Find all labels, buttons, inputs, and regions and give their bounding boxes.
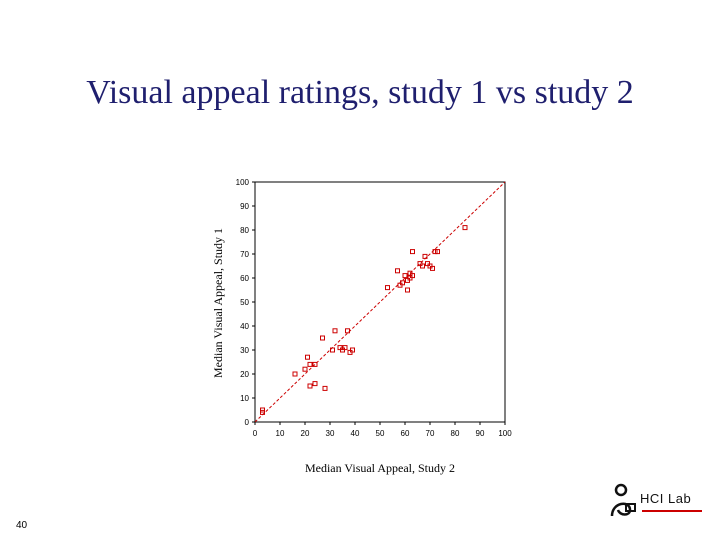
y-tick-label: 20 bbox=[240, 370, 249, 379]
diagonal-reference-line-layer bbox=[254, 181, 506, 423]
x-tick-label: 60 bbox=[401, 429, 410, 438]
data-point bbox=[400, 280, 405, 286]
x-tick-label: 10 bbox=[276, 429, 285, 438]
lab-person-icon bbox=[610, 483, 636, 517]
data-point bbox=[312, 381, 318, 387]
data-point bbox=[312, 361, 318, 367]
data-point bbox=[320, 335, 325, 341]
data-point bbox=[350, 347, 355, 353]
x-tick-labels: 0 10 20 30 40 50 60 70 80 90 100 bbox=[253, 422, 512, 438]
x-tick-label: 50 bbox=[376, 429, 385, 438]
slide-title: Visual appeal ratings, study 1 vs study … bbox=[86, 74, 634, 111]
data-point bbox=[422, 253, 428, 259]
data-point bbox=[405, 287, 410, 293]
diagonal-reference-line bbox=[254, 181, 506, 423]
y-tick-label: 70 bbox=[240, 250, 249, 259]
data-point bbox=[345, 328, 350, 334]
scatter-chart: 0 10 20 30 40 50 60 70 80 90 100 0 10 20 30 40 50 60 70 80… bbox=[211, 178, 512, 475]
x-tick-label: 30 bbox=[326, 429, 335, 438]
data-point bbox=[435, 249, 440, 255]
x-tick-label: 80 bbox=[451, 429, 460, 438]
x-tick-label: 20 bbox=[301, 429, 310, 438]
y-tick-label: 30 bbox=[240, 346, 249, 355]
logo-text: HCI Lab bbox=[640, 491, 692, 506]
x-tick-label: 0 bbox=[253, 429, 258, 438]
x-tick-label: 100 bbox=[498, 429, 512, 438]
y-tick-labels: 0 10 20 30 40 50 60 70 80 90 100 bbox=[236, 178, 255, 427]
data-point bbox=[330, 347, 335, 353]
data-point bbox=[395, 268, 400, 274]
y-tick-label: 90 bbox=[240, 202, 249, 211]
data-point bbox=[410, 273, 415, 279]
y-tick-label: 0 bbox=[245, 418, 250, 427]
data-point bbox=[402, 273, 408, 279]
data-point bbox=[302, 366, 308, 372]
x-tick-label: 40 bbox=[351, 429, 360, 438]
data-point bbox=[385, 285, 390, 291]
y-tick-label: 80 bbox=[240, 226, 249, 235]
y-tick-label: 10 bbox=[240, 394, 249, 403]
y-axis-label: Median Visual Appeal, Study 1 bbox=[211, 228, 225, 378]
slide-number: 40 bbox=[16, 520, 28, 531]
data-point bbox=[260, 407, 265, 413]
data-points-layer bbox=[260, 225, 468, 415]
data-point bbox=[420, 263, 425, 269]
data-point bbox=[342, 345, 348, 351]
data-point bbox=[410, 249, 415, 255]
data-point bbox=[462, 225, 468, 231]
x-tick-label: 70 bbox=[426, 429, 435, 438]
x-axis-label: Median Visual Appeal, Study 2 bbox=[305, 461, 455, 475]
data-point bbox=[305, 354, 310, 360]
y-tick-label: 100 bbox=[236, 178, 250, 187]
data-point bbox=[307, 361, 313, 367]
x-tick-label: 90 bbox=[476, 429, 485, 438]
logo-underline bbox=[642, 510, 702, 512]
y-tick-label: 50 bbox=[240, 298, 249, 307]
data-point bbox=[307, 383, 313, 389]
hci-lab-logo: HCI Lab bbox=[608, 480, 708, 520]
data-point bbox=[292, 371, 298, 377]
data-point bbox=[322, 385, 328, 391]
y-tick-label: 40 bbox=[240, 322, 249, 331]
data-point bbox=[332, 328, 338, 334]
data-point bbox=[430, 265, 435, 271]
y-tick-label: 60 bbox=[240, 274, 249, 283]
